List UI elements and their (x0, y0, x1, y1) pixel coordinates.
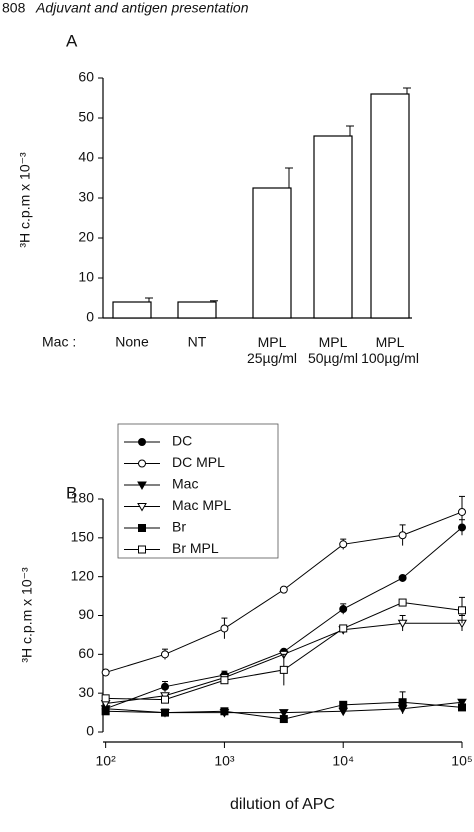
bar (313, 135, 353, 319)
marker (339, 605, 348, 614)
y-tick-label: 180 (71, 490, 95, 506)
legend-label: Br MPL (172, 540, 219, 556)
y-axis-label: ³H c.p.m x 10⁻³ (19, 567, 35, 663)
legend-label: DC (172, 433, 192, 449)
marker (339, 624, 348, 633)
marker (161, 695, 170, 704)
y-tick-label: 20 (78, 229, 94, 245)
marker (161, 682, 170, 691)
x-tick-label: MPL 50µg/ml (308, 334, 358, 366)
marker (457, 698, 467, 708)
x-tick-label: MPL 100µg/ml (361, 334, 419, 366)
panel-label: B (66, 483, 77, 502)
marker (339, 540, 348, 549)
y-tick-label: 50 (78, 109, 94, 125)
marker (398, 698, 407, 707)
marker (161, 708, 170, 717)
x-axis-label: dilution of APC (230, 796, 335, 813)
marker (101, 694, 110, 703)
y-tick-label: 30 (78, 189, 94, 205)
y-tick-label: 120 (71, 567, 95, 583)
marker (101, 707, 110, 716)
marker (397, 619, 408, 629)
marker (339, 700, 348, 709)
marker (101, 668, 110, 677)
marker (138, 459, 146, 468)
marker (137, 481, 147, 491)
y-tick-label: 0 (86, 723, 94, 739)
y-tick-label: 0 (86, 309, 94, 325)
marker (137, 503, 147, 512)
marker (220, 707, 229, 716)
y-tick-label: 150 (71, 529, 95, 545)
y-tick-label: 30 (78, 684, 94, 700)
legend-label: Br (172, 519, 186, 535)
x-prefix-label: Mac : (42, 334, 76, 350)
x-tick-label: NT (188, 334, 207, 350)
marker (161, 650, 170, 659)
y-tick-label: 60 (78, 69, 94, 85)
x-tick-label: MPL 25µg/ml (247, 334, 297, 366)
legend-box (117, 423, 279, 559)
x-tick-label: None (115, 334, 149, 350)
bar (252, 187, 292, 319)
marker (458, 703, 466, 712)
marker (138, 545, 146, 554)
marker (138, 438, 146, 446)
x-tick-label: 10² (96, 753, 117, 769)
panel-label: A (66, 31, 78, 50)
legend-label: Mac (172, 476, 198, 492)
marker (398, 573, 407, 582)
y-axis-label: ³H c.p.m x 10⁻³ (17, 152, 33, 248)
x-tick-label: 10⁵ (451, 753, 472, 769)
legend-label: DC MPL (172, 454, 225, 470)
bar (112, 301, 152, 319)
marker (279, 585, 288, 594)
y-tick-label: 90 (78, 606, 94, 622)
marker (220, 624, 229, 633)
page-number: 808 (2, 0, 26, 16)
marker (398, 531, 407, 540)
y-tick-label: 60 (78, 645, 94, 661)
marker (279, 665, 288, 674)
legend-label: Mac MPL (172, 497, 231, 513)
marker (458, 507, 466, 516)
bar (370, 93, 410, 319)
marker (278, 709, 289, 718)
x-tick-label: 10³ (214, 753, 235, 769)
marker (220, 676, 229, 685)
x-tick-label: 10⁴ (332, 753, 354, 769)
marker (138, 524, 146, 532)
y-tick-label: 40 (78, 149, 94, 165)
marker (398, 598, 407, 607)
y-tick-label: 10 (78, 269, 94, 285)
running-title: Adjuvant and antigen presentation (35, 0, 249, 16)
marker (279, 715, 288, 724)
bar (177, 301, 217, 319)
marker (458, 606, 466, 615)
